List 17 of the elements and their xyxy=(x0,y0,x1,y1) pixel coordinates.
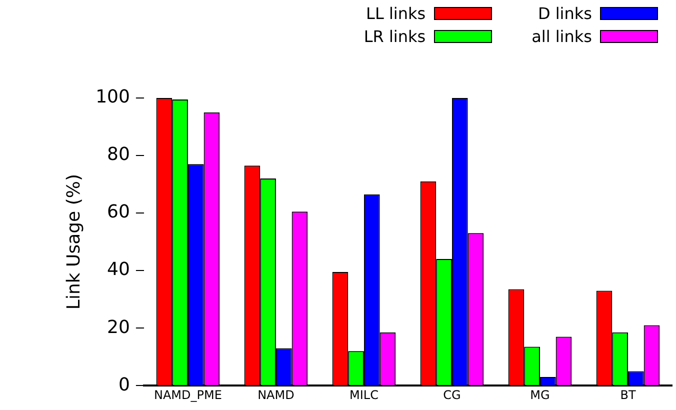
x-tick-label: CG xyxy=(443,388,461,402)
legend-label: LR links xyxy=(364,27,426,46)
x-tick-label: BT xyxy=(620,388,636,402)
x-tick-label: NAMD xyxy=(258,388,294,402)
y-tick-label: 40 xyxy=(107,259,130,280)
y-tick-label: 80 xyxy=(107,144,130,166)
x-tick-label: MILC xyxy=(349,388,378,402)
legend-label: LL links xyxy=(366,4,426,23)
y-tick-label: 60 xyxy=(107,202,130,223)
x-tick-label: MG xyxy=(530,388,550,402)
y-tick-label: 20 xyxy=(107,316,130,338)
legend-label: all links xyxy=(532,27,592,46)
x-tick-label: NAMD_PME xyxy=(154,388,222,402)
y-axis-title: Link Usage (%) xyxy=(63,174,84,310)
y-tick-label: 0 xyxy=(118,374,130,396)
y-tick-label: 100 xyxy=(96,86,130,108)
legend-label: D links xyxy=(538,4,592,23)
